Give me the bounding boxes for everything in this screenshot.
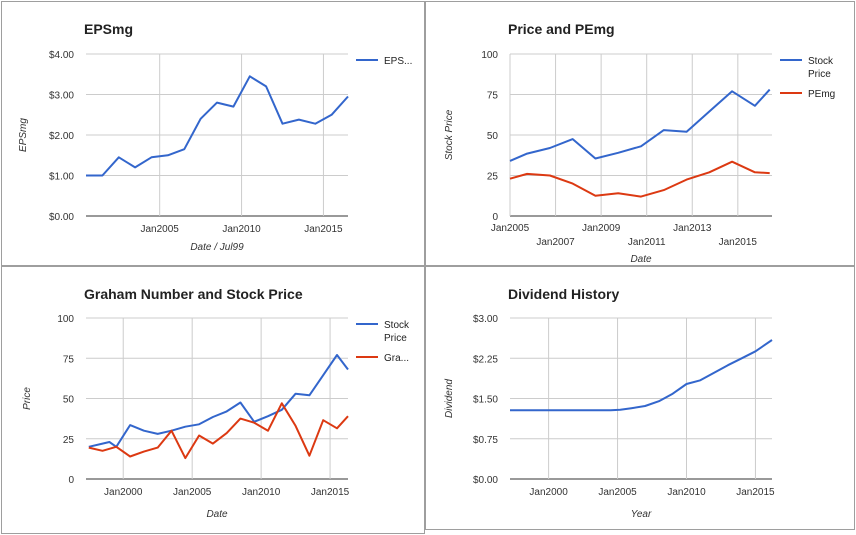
x-tick-label: Jan2000: [104, 487, 143, 498]
y-tick-label: 50: [63, 395, 75, 406]
y-tick-label: $3.00: [49, 91, 74, 102]
chart-title: Dividend History: [508, 286, 619, 302]
y-tick-label: 100: [57, 314, 74, 325]
y-tick-label: $2.00: [49, 131, 74, 142]
x-tick-label: Jan2005: [491, 223, 530, 234]
x-tick-label: Jan2011: [628, 237, 666, 248]
y-axis-title: Dividend: [444, 379, 455, 418]
y-tick-label: 50: [487, 131, 499, 142]
legend-label: Price: [384, 333, 407, 344]
x-tick-label: Jan2005: [598, 487, 637, 498]
graham-chart-panel: Graham Number and Stock Price 0 25 50 75 100 J…: [1, 266, 425, 534]
y-tick-label: 0: [68, 475, 74, 486]
y-tick-label: $1.50: [473, 395, 498, 406]
y-tick-label: $3.00: [473, 314, 498, 325]
x-tick-label: Jan2015: [311, 487, 350, 498]
y-tick-label: $0.00: [473, 475, 498, 486]
legend-label: Gra...: [384, 353, 409, 364]
x-axis-title: Date / Jul99: [190, 242, 244, 253]
x-tick-label: Jan2005: [173, 487, 212, 498]
y-tick-label: 25: [487, 172, 499, 183]
legend-label: EPS...: [384, 56, 412, 67]
y-tick-label: 75: [487, 91, 499, 102]
eps-chart: EPSmg $0.00 $1.00 $2.00 $3.00 $4.00 Jan2005 Jan…: [18, 21, 412, 253]
y-tick-label: $0.75: [473, 435, 498, 446]
price-pemg-chart-panel: Price and PEmg 0 25 50 75 100 Jan2005 Jan2007 Ja…: [425, 1, 855, 266]
x-tick-label: Jan2000: [529, 487, 568, 498]
dividend-chart-panel: Dividend History $0.00 $0.75 $1.50 $2.25 $3.0…: [425, 266, 855, 530]
chart-title: Price and PEmg: [508, 21, 615, 37]
y-tick-label: 100: [481, 50, 498, 61]
x-tick-label: Jan2010: [242, 487, 281, 498]
series-line-1: [88, 354, 349, 448]
y-tick-label: 25: [63, 435, 75, 446]
x-axis-title: Date: [630, 254, 652, 265]
legend-label: Stock: [384, 320, 410, 331]
chart-title: Graham Number and Stock Price: [84, 286, 303, 302]
legend-label: PEmg: [808, 89, 835, 100]
x-tick-label: Jan2015: [736, 487, 775, 498]
x-tick-label: Jan2009: [582, 223, 621, 234]
x-tick-label: Jan2010: [222, 224, 261, 235]
y-axis-title: EPSmg: [18, 118, 29, 152]
x-axis-title: Date: [206, 509, 228, 520]
y-tick-label: 75: [63, 354, 75, 365]
eps-chart-panel: EPSmg $0.00 $1.00 $2.00 $3.00 $4.00 Jan2005 Jan…: [1, 1, 425, 266]
y-tick-label: $2.25: [473, 354, 498, 365]
y-tick-label: $1.00: [49, 172, 74, 183]
price-pemg-chart: Price and PEmg 0 25 50 75 100 Jan2005 Jan2007 Ja…: [444, 21, 835, 265]
x-tick-label: Jan2015: [719, 237, 758, 248]
x-tick-label: Jan2007: [536, 237, 575, 248]
series-line-1: [509, 88, 771, 162]
legend-label: Stock: [808, 56, 834, 67]
dividend-chart: Dividend History $0.00 $0.75 $1.50 $2.25 $3.0…: [444, 286, 775, 520]
legend-label: Price: [808, 69, 831, 80]
x-tick-label: Jan2015: [304, 224, 343, 235]
y-axis-title: Stock Price: [444, 109, 455, 160]
y-tick-label: 0: [492, 212, 498, 223]
y-tick-label: $0.00: [49, 212, 74, 223]
graham-chart: Graham Number and Stock Price 0 25 50 75 100 J…: [22, 286, 410, 520]
x-tick-label: Jan2010: [667, 487, 706, 498]
series-line-2: [88, 402, 349, 460]
x-axis-title: Year: [631, 509, 652, 520]
x-tick-label: Jan2005: [141, 224, 180, 235]
series-line-1: [510, 339, 773, 412]
series-line-1: [86, 75, 349, 177]
x-tick-label: Jan2013: [673, 223, 712, 234]
y-axis-title: Price: [22, 387, 33, 410]
chart-title: EPSmg: [84, 21, 133, 37]
y-tick-label: $4.00: [49, 50, 74, 61]
series-line-2: [509, 160, 770, 198]
